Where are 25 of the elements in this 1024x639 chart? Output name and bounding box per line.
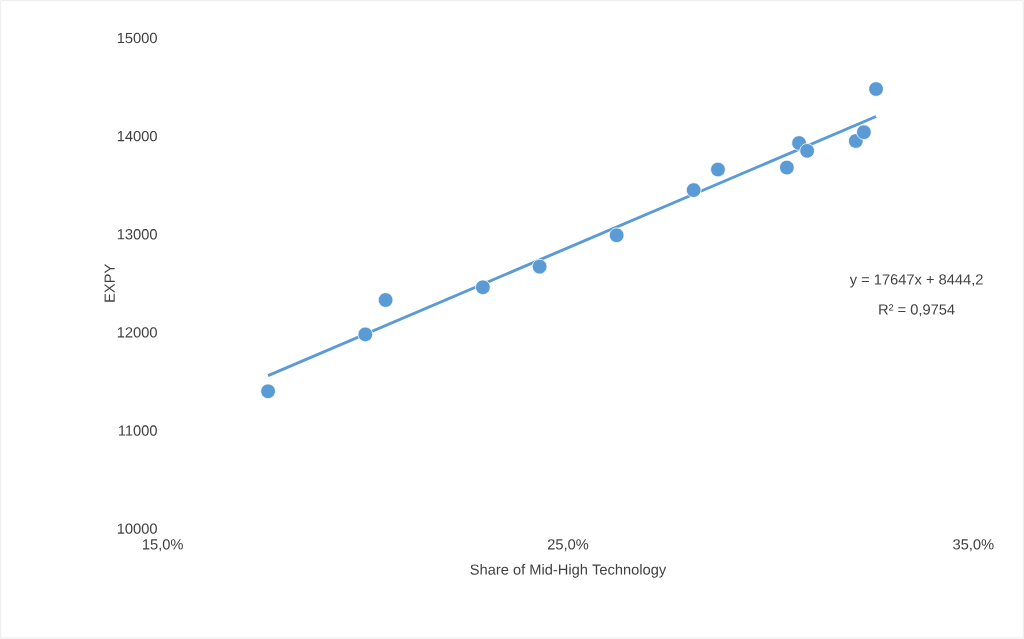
point <box>856 124 872 141</box>
annotation: y = 17647x + 8444,2 <box>849 274 983 288</box>
y-tick-label: 11000 <box>118 425 157 436</box>
y-tick-label: 14000 <box>117 131 157 142</box>
point <box>475 279 491 296</box>
point <box>685 182 702 199</box>
y-axis-title: EXPY <box>104 264 115 302</box>
y-tick-label: 15000 <box>117 32 157 44</box>
point <box>357 326 374 343</box>
x-tick-label: 25,0% <box>547 539 589 552</box>
annotation: R² = 0,9754 <box>879 304 955 317</box>
point <box>531 259 548 275</box>
point <box>779 159 795 176</box>
x-axis-title: Share of Mid-High Technology <box>470 564 667 578</box>
y-tick-label: 10000 <box>117 523 157 535</box>
point <box>608 227 625 244</box>
x-tick-label: 35,0% <box>953 539 994 552</box>
y-tick-label: 12000 <box>117 327 157 338</box>
point <box>868 81 884 97</box>
point <box>377 292 394 308</box>
point <box>260 383 276 400</box>
y-tick-label: 13000 <box>117 229 157 240</box>
point <box>710 161 726 178</box>
x-tick-label: 15,0% <box>142 539 183 552</box>
point <box>799 143 815 159</box>
